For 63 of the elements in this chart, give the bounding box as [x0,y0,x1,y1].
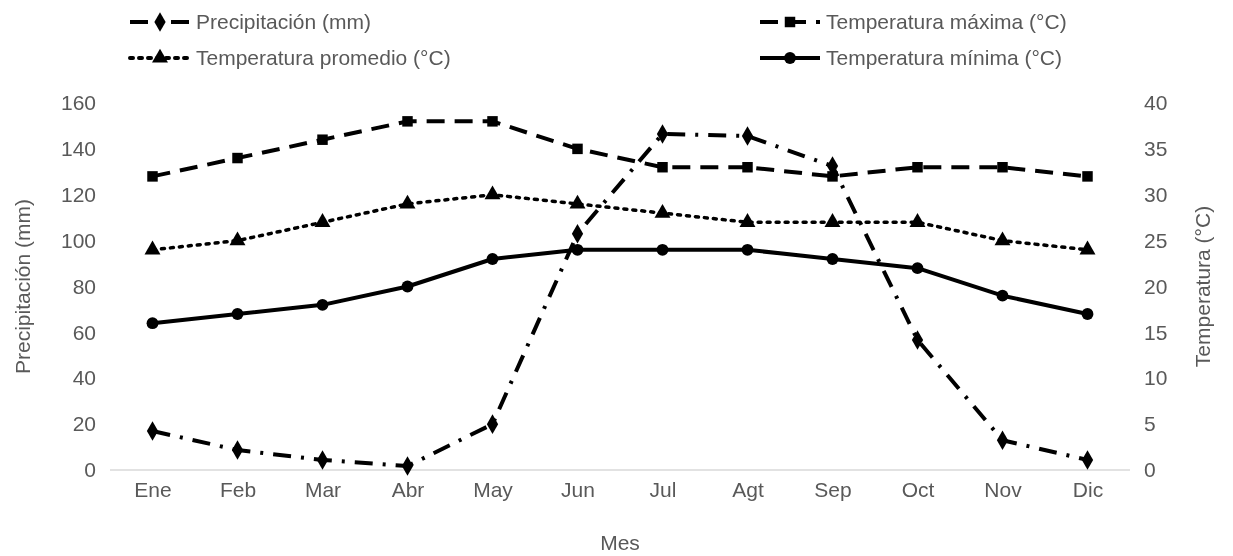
x-tick-label: Jun [561,477,595,501]
y-tick-label: 160 [60,91,96,115]
y-tick-label: 0 [84,458,96,482]
legend-label: Temperatura máxima (°C) [826,10,1067,33]
legend-label: Temperatura promedio (°C) [196,46,451,69]
point [826,253,839,265]
y-tick-label: 80 [72,274,96,298]
x-tick-label: Oct [901,477,935,501]
y-tick-label: 40 [72,366,96,390]
y2-tick-label: 0 [1144,458,1156,482]
y-tick-label: 140 [60,137,96,161]
point [232,152,243,164]
point [1082,171,1093,182]
point [231,308,244,320]
x-tick-label: Mar [304,477,342,501]
point [572,143,583,155]
y2-tick-label: 15 [1144,320,1168,344]
x-tick-label: Feb [219,477,257,501]
legend-label: Precipitación (mm) [196,10,372,33]
point [147,171,158,182]
x-tick-label: Dic [1072,477,1104,501]
point [827,171,838,182]
legend-label: Temperatura mínima (°C) [826,46,1062,69]
y2-tick-label: 40 [1144,91,1168,115]
point [996,289,1009,302]
point [146,317,159,330]
point [229,231,246,246]
point [316,298,329,311]
x-tick-label: Ene [134,477,172,501]
point [487,116,498,127]
x-tick-label: Sep [814,477,852,501]
point [742,161,753,173]
point [912,161,923,173]
point [741,243,754,256]
x-tick-label: Jul [649,477,677,501]
point [317,134,328,145]
y-tick-label: 60 [72,320,96,344]
point [657,161,668,173]
y2-tick-label: 5 [1144,412,1156,436]
y-tick-label: 120 [60,182,96,206]
x-tick-label: Agt [732,477,764,501]
point [571,243,584,256]
point [1081,308,1094,320]
y-tick-label: 100 [60,228,96,252]
x-tick-label: May [473,477,514,501]
x-axis-title: Mes [600,531,640,554]
y-axis-title: Precipitación (mm) [11,198,34,375]
y2-tick-label: 10 [1144,366,1168,390]
point [401,280,414,293]
x-tick-label: Nov [984,477,1023,501]
x-tick-label: Abr [391,477,425,501]
point [656,243,669,256]
point [997,161,1008,173]
y-tick-label: 20 [72,412,96,436]
y2-tick-label: 30 [1144,182,1168,206]
y2-axis-title: Temperatura (°C) [1191,205,1214,368]
y2-tick-label: 25 [1144,228,1168,252]
y2-tick-label: 20 [1144,274,1168,298]
y2-tick-label: 35 [1144,137,1168,161]
point [911,262,924,275]
point [486,253,499,265]
point [402,116,413,127]
point [994,231,1011,246]
